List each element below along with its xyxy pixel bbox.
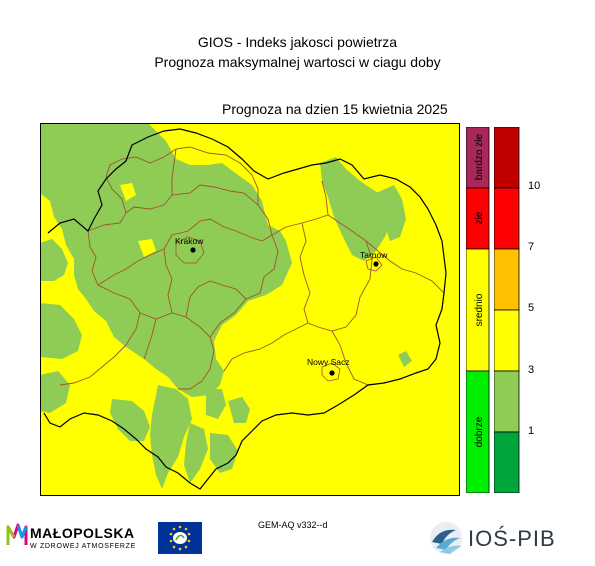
category-label: dobrze xyxy=(474,416,485,447)
category-dobrze xyxy=(466,370,490,493)
scale-tick: 5 xyxy=(528,302,535,314)
city-tarnow: Tarnow xyxy=(360,250,388,267)
city-label: Nowy Sacz xyxy=(307,357,350,367)
city-marker xyxy=(190,247,196,253)
city-label: Tarnow xyxy=(360,250,388,260)
map-title: GIOS - Indeks jakosci powietrza xyxy=(197,34,398,50)
city-nowy-sacz: Nowy Sacz xyxy=(307,357,350,376)
scale-band xyxy=(494,127,520,189)
scale-tick: 3 xyxy=(528,364,535,376)
city-label: Krakow xyxy=(175,236,204,246)
city-krakow: Krakow xyxy=(175,236,204,253)
scale-tick: 10 xyxy=(528,180,541,192)
city-marker xyxy=(329,370,335,376)
nowy-sacz-city-border xyxy=(321,362,341,382)
krakow-city-border xyxy=(175,236,205,264)
voivodeship-border xyxy=(43,128,447,490)
scale-band xyxy=(494,248,520,311)
index-scale-legend xyxy=(494,127,520,493)
malopolska-name: MAŁOPOLSKA xyxy=(30,525,135,541)
tarnow-city-border xyxy=(365,256,383,272)
scale-band xyxy=(494,187,520,250)
city-marker xyxy=(373,261,379,267)
ios-pib-logo-icon xyxy=(430,522,462,554)
map-frame xyxy=(40,123,460,496)
map-subtitle: Prognoza maksymalnej wartosci w ciagu do… xyxy=(154,54,441,70)
malopolska-tagline: W ZDROWEJ ATMOSFERZE xyxy=(30,543,137,550)
scale-tick: 1 xyxy=(528,425,535,437)
model-version: GEM-AQ v332--d xyxy=(258,520,328,530)
scale-band xyxy=(494,370,520,433)
moderate-pockets xyxy=(120,123,226,257)
category-legend: bardzo złe złe srednio dobrze xyxy=(466,127,490,493)
scale-tick: 7 xyxy=(528,241,535,253)
category-label: bardzo złe xyxy=(474,133,485,180)
forecast-date: Prognoza na dzien 15 kwietnia 2025 xyxy=(222,101,448,117)
malopolska-logo xyxy=(6,523,28,545)
category-label: złe xyxy=(474,211,485,224)
ios-pib-name: IOŚ-PIB xyxy=(468,526,556,551)
forecast-map: Krakow Tarnow Nowy Sacz xyxy=(40,123,460,496)
category-label: srednio xyxy=(474,293,485,326)
scale-band xyxy=(494,431,520,493)
good-air-area xyxy=(40,123,412,489)
scale-band xyxy=(494,309,520,372)
eu-life-logo xyxy=(158,522,202,554)
